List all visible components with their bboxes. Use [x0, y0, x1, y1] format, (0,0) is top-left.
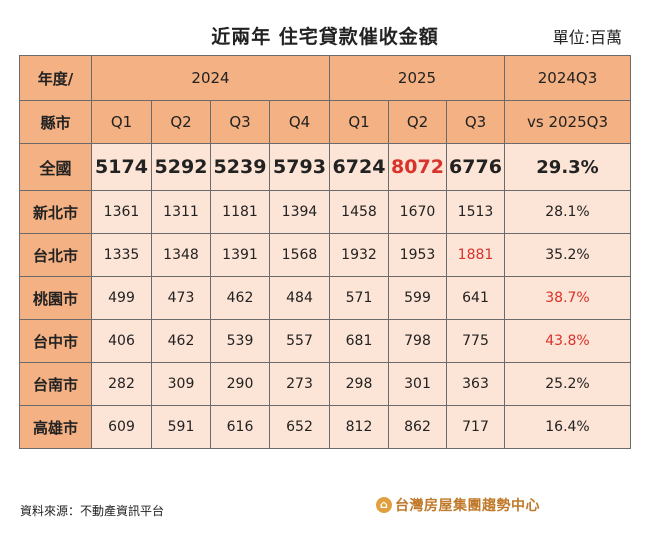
table-cell: 290: [210, 362, 270, 406]
collection-amount-table: 年度/ 2024 2025 2024Q3 縣市 Q1 Q2 Q3 Q4 Q1 Q…: [19, 55, 631, 449]
table-row: 高雄市 609 591 616 652 812 862 717 16.4%: [19, 405, 631, 449]
quarter-header: Q1: [329, 100, 389, 144]
table-cell: 484: [269, 276, 330, 320]
table-cell: 1361: [91, 190, 152, 234]
table-cell: 363: [446, 362, 505, 406]
quarter-header: Q2: [388, 100, 447, 144]
change-header-bottom: vs 2025Q3: [504, 100, 631, 144]
table-cell: 1391: [210, 233, 270, 277]
change-cell: 35.2%: [504, 233, 631, 277]
quarter-header: Q3: [446, 100, 505, 144]
table-cell: 473: [151, 276, 211, 320]
table-cell: 798: [388, 319, 447, 363]
house-logo-icon: ⌂: [376, 497, 392, 513]
change-cell: 25.2%: [504, 362, 631, 406]
table-cell: 6724: [329, 143, 389, 191]
table-cell: 1670: [388, 190, 447, 234]
source-note: 資料來源：不動產資訊平台: [20, 504, 165, 518]
corner-year-label: 年度/: [19, 55, 92, 101]
change-cell-highlight: 43.8%: [504, 319, 631, 363]
change-cell-highlight: 38.7%: [504, 276, 631, 320]
table-cell: 273: [269, 362, 330, 406]
table-cell: 1513: [446, 190, 505, 234]
table-cell: 591: [151, 405, 211, 449]
table-row: 桃園市 499 473 462 484 571 599 641 38.7%: [19, 276, 631, 320]
change-cell: 29.3%: [504, 143, 631, 191]
change-cell: 28.1%: [504, 190, 631, 234]
quarter-header: Q1: [91, 100, 152, 144]
region-label: 高雄市: [19, 405, 92, 449]
table-row: 台南市 282 309 290 273 298 301 363 25.2%: [19, 362, 631, 406]
table-cell: 571: [329, 276, 389, 320]
table-cell: 557: [269, 319, 330, 363]
table-cell: 539: [210, 319, 270, 363]
year-2024-header: 2024: [91, 55, 330, 101]
table-cell: 298: [329, 362, 389, 406]
table-cell: 406: [91, 319, 152, 363]
table-row: 台中市 406 462 539 557 681 798 775 43.8%: [19, 319, 631, 363]
table-cell: 1932: [329, 233, 389, 277]
header-row-quarters: 縣市 Q1 Q2 Q3 Q4 Q1 Q2 Q3 vs 2025Q3: [19, 100, 631, 144]
change-cell: 16.4%: [504, 405, 631, 449]
year-2025-header: 2025: [329, 55, 505, 101]
table-cell: 1335: [91, 233, 152, 277]
header-row-years: 年度/ 2024 2025 2024Q3: [19, 55, 631, 101]
quarter-header: Q2: [151, 100, 211, 144]
table-row-national: 全國 5174 5292 5239 5793 6724 8072 6776 29…: [19, 143, 631, 191]
table-cell: 652: [269, 405, 330, 449]
region-label: 新北市: [19, 190, 92, 234]
table-cell: 862: [388, 405, 447, 449]
change-header-top: 2024Q3: [504, 55, 631, 101]
table-cell: 5239: [210, 143, 270, 191]
table-cell: 775: [446, 319, 505, 363]
table-cell: 462: [210, 276, 270, 320]
table-cell: 812: [329, 405, 389, 449]
table-cell: 5174: [91, 143, 152, 191]
region-label: 台中市: [19, 319, 92, 363]
table-cell: 616: [210, 405, 270, 449]
unit-label: 單位:百萬: [552, 28, 622, 47]
table-cell: 462: [151, 319, 211, 363]
table-cell-highlight: 1881: [446, 233, 505, 277]
corner-region-label: 縣市: [19, 100, 92, 144]
region-label: 台北市: [19, 233, 92, 277]
table-cell: 499: [91, 276, 152, 320]
table-row: 新北市 1361 1311 1181 1394 1458 1670 1513 2…: [19, 190, 631, 234]
table-cell: 641: [446, 276, 505, 320]
table-cell-highlight: 8072: [388, 143, 447, 191]
table-cell: 717: [446, 405, 505, 449]
table-cell: 309: [151, 362, 211, 406]
table-cell: 301: [388, 362, 447, 406]
table-cell: 1311: [151, 190, 211, 234]
region-label: 台南市: [19, 362, 92, 406]
table-cell: 1348: [151, 233, 211, 277]
region-label: 全國: [19, 143, 92, 191]
region-label: 桃園市: [19, 276, 92, 320]
table-cell: 6776: [446, 143, 505, 191]
table-cell: 1568: [269, 233, 330, 277]
table-cell: 1458: [329, 190, 389, 234]
quarter-header: Q3: [210, 100, 270, 144]
table-cell: 609: [91, 405, 152, 449]
page-title: 近兩年 住宅貸款催收金額: [211, 26, 439, 48]
table-cell: 681: [329, 319, 389, 363]
table-cell: 282: [91, 362, 152, 406]
table-cell: 1953: [388, 233, 447, 277]
quarter-header: Q4: [269, 100, 330, 144]
table-row: 台北市 1335 1348 1391 1568 1932 1953 1881 3…: [19, 233, 631, 277]
brand-logo: ⌂ 台灣房屋集團趨勢中心: [376, 495, 540, 515]
table-cell: 5292: [151, 143, 211, 191]
logo-text: 台灣房屋集團趨勢中心: [395, 498, 540, 514]
table-cell: 1181: [210, 190, 270, 234]
table-cell: 599: [388, 276, 447, 320]
table-cell: 5793: [269, 143, 330, 191]
table-cell: 1394: [269, 190, 330, 234]
